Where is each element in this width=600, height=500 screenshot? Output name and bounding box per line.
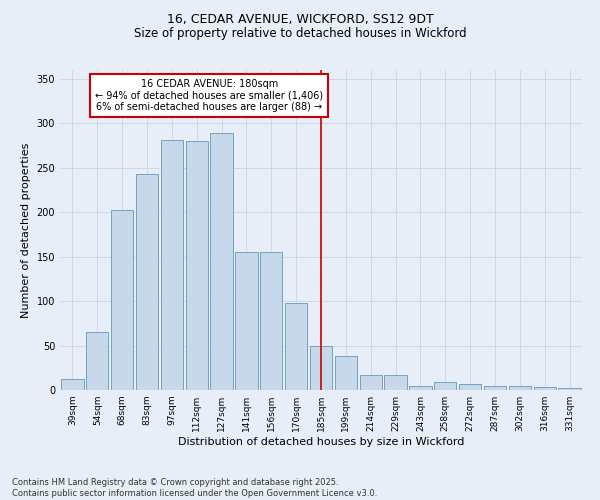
Bar [260,252,283,390]
X-axis label: Distribution of detached houses by size in Wickford: Distribution of detached houses by size … [178,437,464,447]
Text: Size of property relative to detached houses in Wickford: Size of property relative to detached ho… [134,28,466,40]
Bar [459,384,481,390]
Bar [185,141,208,390]
Bar [409,386,431,390]
Bar [509,386,531,390]
Bar [559,388,581,390]
Bar [434,382,457,390]
Text: 16 CEDAR AVENUE: 180sqm
← 94% of detached houses are smaller (1,406)
6% of semi-: 16 CEDAR AVENUE: 180sqm ← 94% of detache… [95,79,323,112]
Bar [310,346,332,390]
Bar [285,303,307,390]
Bar [161,140,183,390]
Bar [484,386,506,390]
Bar [533,388,556,390]
Bar [211,133,233,390]
Bar [385,375,407,390]
Bar [86,332,109,390]
Bar [335,356,357,390]
Bar [136,174,158,390]
Bar [111,210,133,390]
Bar [359,375,382,390]
Bar [235,252,257,390]
Y-axis label: Number of detached properties: Number of detached properties [21,142,31,318]
Bar [61,380,83,390]
Text: Contains HM Land Registry data © Crown copyright and database right 2025.
Contai: Contains HM Land Registry data © Crown c… [12,478,377,498]
Text: 16, CEDAR AVENUE, WICKFORD, SS12 9DT: 16, CEDAR AVENUE, WICKFORD, SS12 9DT [167,12,433,26]
